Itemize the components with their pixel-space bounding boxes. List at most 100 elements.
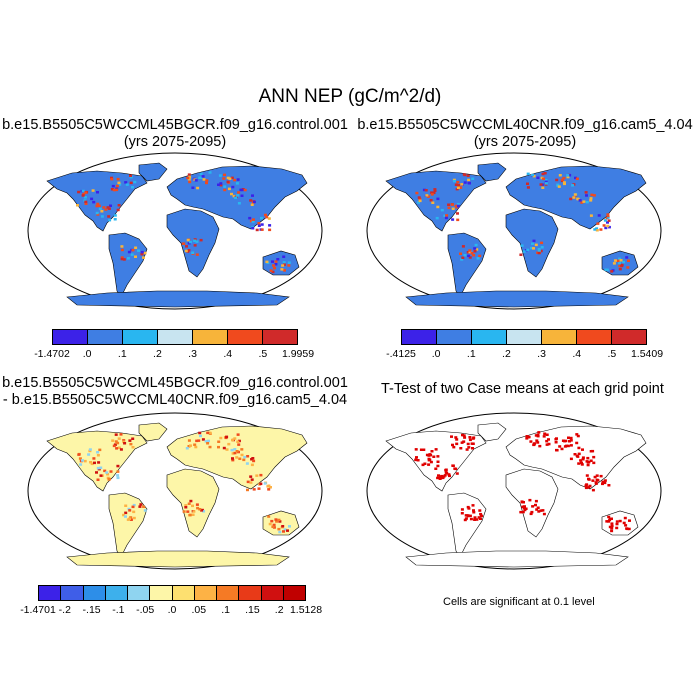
- grid-cell: [122, 513, 126, 517]
- grid-cell: [473, 247, 477, 250]
- grid-cell: [120, 257, 124, 261]
- grid-cell: [459, 447, 463, 450]
- grid-cell: [201, 175, 205, 178]
- grid-cell: [531, 173, 534, 177]
- grid-cell: [127, 250, 131, 254]
- grid-cell: [526, 248, 530, 252]
- grid-cell: [541, 186, 545, 189]
- grid-cell: [105, 471, 109, 474]
- grid-cell: [257, 487, 261, 490]
- grid-cell: [608, 517, 612, 520]
- grid-cell: [131, 446, 135, 449]
- grid-cell: [480, 514, 483, 518]
- figure-title: ANN NEP (gC/m^2/d): [258, 86, 442, 107]
- grid-cell: [185, 245, 188, 248]
- grid-cell: [198, 431, 202, 435]
- grid-cell: [111, 439, 115, 442]
- grid-cell: [519, 510, 523, 514]
- grid-cell: [578, 199, 582, 202]
- grid-cell: [537, 247, 541, 251]
- grid-cell: [468, 256, 472, 259]
- grid-cell: [606, 214, 610, 218]
- grid-cell: [277, 527, 281, 531]
- greenland-landmass: [138, 162, 168, 182]
- colorbar-box: [172, 586, 195, 600]
- grid-cell: [260, 216, 263, 220]
- grid-cell: [599, 228, 603, 231]
- grid-cell: [463, 181, 467, 184]
- grid-cell: [277, 518, 281, 522]
- colorbar-label: .0: [82, 348, 92, 360]
- map-top-left: [27, 152, 323, 310]
- grid-cell: [281, 525, 285, 528]
- grid-cell: [131, 505, 135, 509]
- grid-cell: [232, 194, 236, 198]
- grid-cell: [569, 436, 573, 440]
- grid-cell: [115, 188, 119, 192]
- grid-cell: [476, 257, 480, 260]
- grid-cell: [429, 453, 433, 457]
- grid-cell: [273, 266, 276, 270]
- grid-cell: [554, 441, 558, 444]
- grid-cell: [79, 463, 83, 466]
- grid-cell: [555, 449, 559, 452]
- colorbar-label: .1: [117, 348, 127, 360]
- grid-cell: [142, 505, 146, 508]
- grid-cell: [622, 260, 626, 264]
- grid-cell: [116, 208, 120, 212]
- grid-cell: [201, 438, 205, 441]
- grid-cell: [117, 437, 121, 440]
- grid-cell: [537, 431, 541, 434]
- grid-cell: [574, 176, 577, 180]
- grid-cell: [432, 191, 436, 195]
- grid-cell: [228, 177, 232, 180]
- grid-cell: [251, 194, 254, 197]
- grid-cell: [593, 475, 597, 479]
- panel-title-line1: b.e15.B5505C5WCCML45BGCR.f09_g16.control…: [2, 117, 348, 133]
- grid-cell: [123, 442, 127, 445]
- grid-cell: [477, 516, 481, 519]
- grid-cell: [131, 186, 134, 189]
- north-america-landmass: [385, 430, 487, 492]
- grid-cell: [108, 477, 111, 481]
- grid-cell: [478, 509, 482, 512]
- grid-cell: [582, 200, 586, 203]
- grid-cell: [424, 189, 428, 192]
- grid-cell: [459, 186, 463, 189]
- grid-cell: [585, 194, 588, 197]
- grid-cell: [610, 527, 614, 530]
- grid-cell: [129, 181, 133, 185]
- grid-cell: [585, 200, 589, 204]
- grid-cell: [456, 203, 460, 206]
- grid-cell: [234, 196, 237, 200]
- grid-cell: [532, 174, 536, 178]
- grid-cell: [545, 433, 549, 436]
- grid-cell: [434, 467, 438, 470]
- grid-cell: [576, 455, 580, 458]
- grid-cell: [188, 513, 192, 517]
- grid-cell: [246, 488, 249, 492]
- grid-cell: [182, 510, 186, 513]
- grid-cell: [602, 224, 606, 227]
- grid-cell: [278, 520, 282, 523]
- colorbar-label: .1: [221, 604, 230, 616]
- grid-cell: [250, 478, 254, 481]
- grid-cell: [441, 476, 445, 480]
- grid-cell: [76, 204, 79, 207]
- grid-cell: [207, 439, 210, 443]
- grid-cell: [461, 433, 464, 437]
- grid-cell: [272, 264, 276, 267]
- grid-cell: [540, 241, 544, 245]
- grid-cell: [460, 258, 464, 261]
- grid-cell: [573, 193, 577, 196]
- grid-cell: [444, 468, 448, 472]
- grid-cell: [114, 440, 118, 443]
- grid-cell: [628, 519, 631, 522]
- grid-cell: [473, 516, 477, 519]
- grid-cell: [117, 446, 121, 449]
- grid-cell: [595, 227, 599, 230]
- grid-cell: [597, 214, 601, 217]
- grid-cell: [119, 448, 123, 451]
- grid-cell: [217, 183, 220, 186]
- grid-cell: [132, 510, 136, 514]
